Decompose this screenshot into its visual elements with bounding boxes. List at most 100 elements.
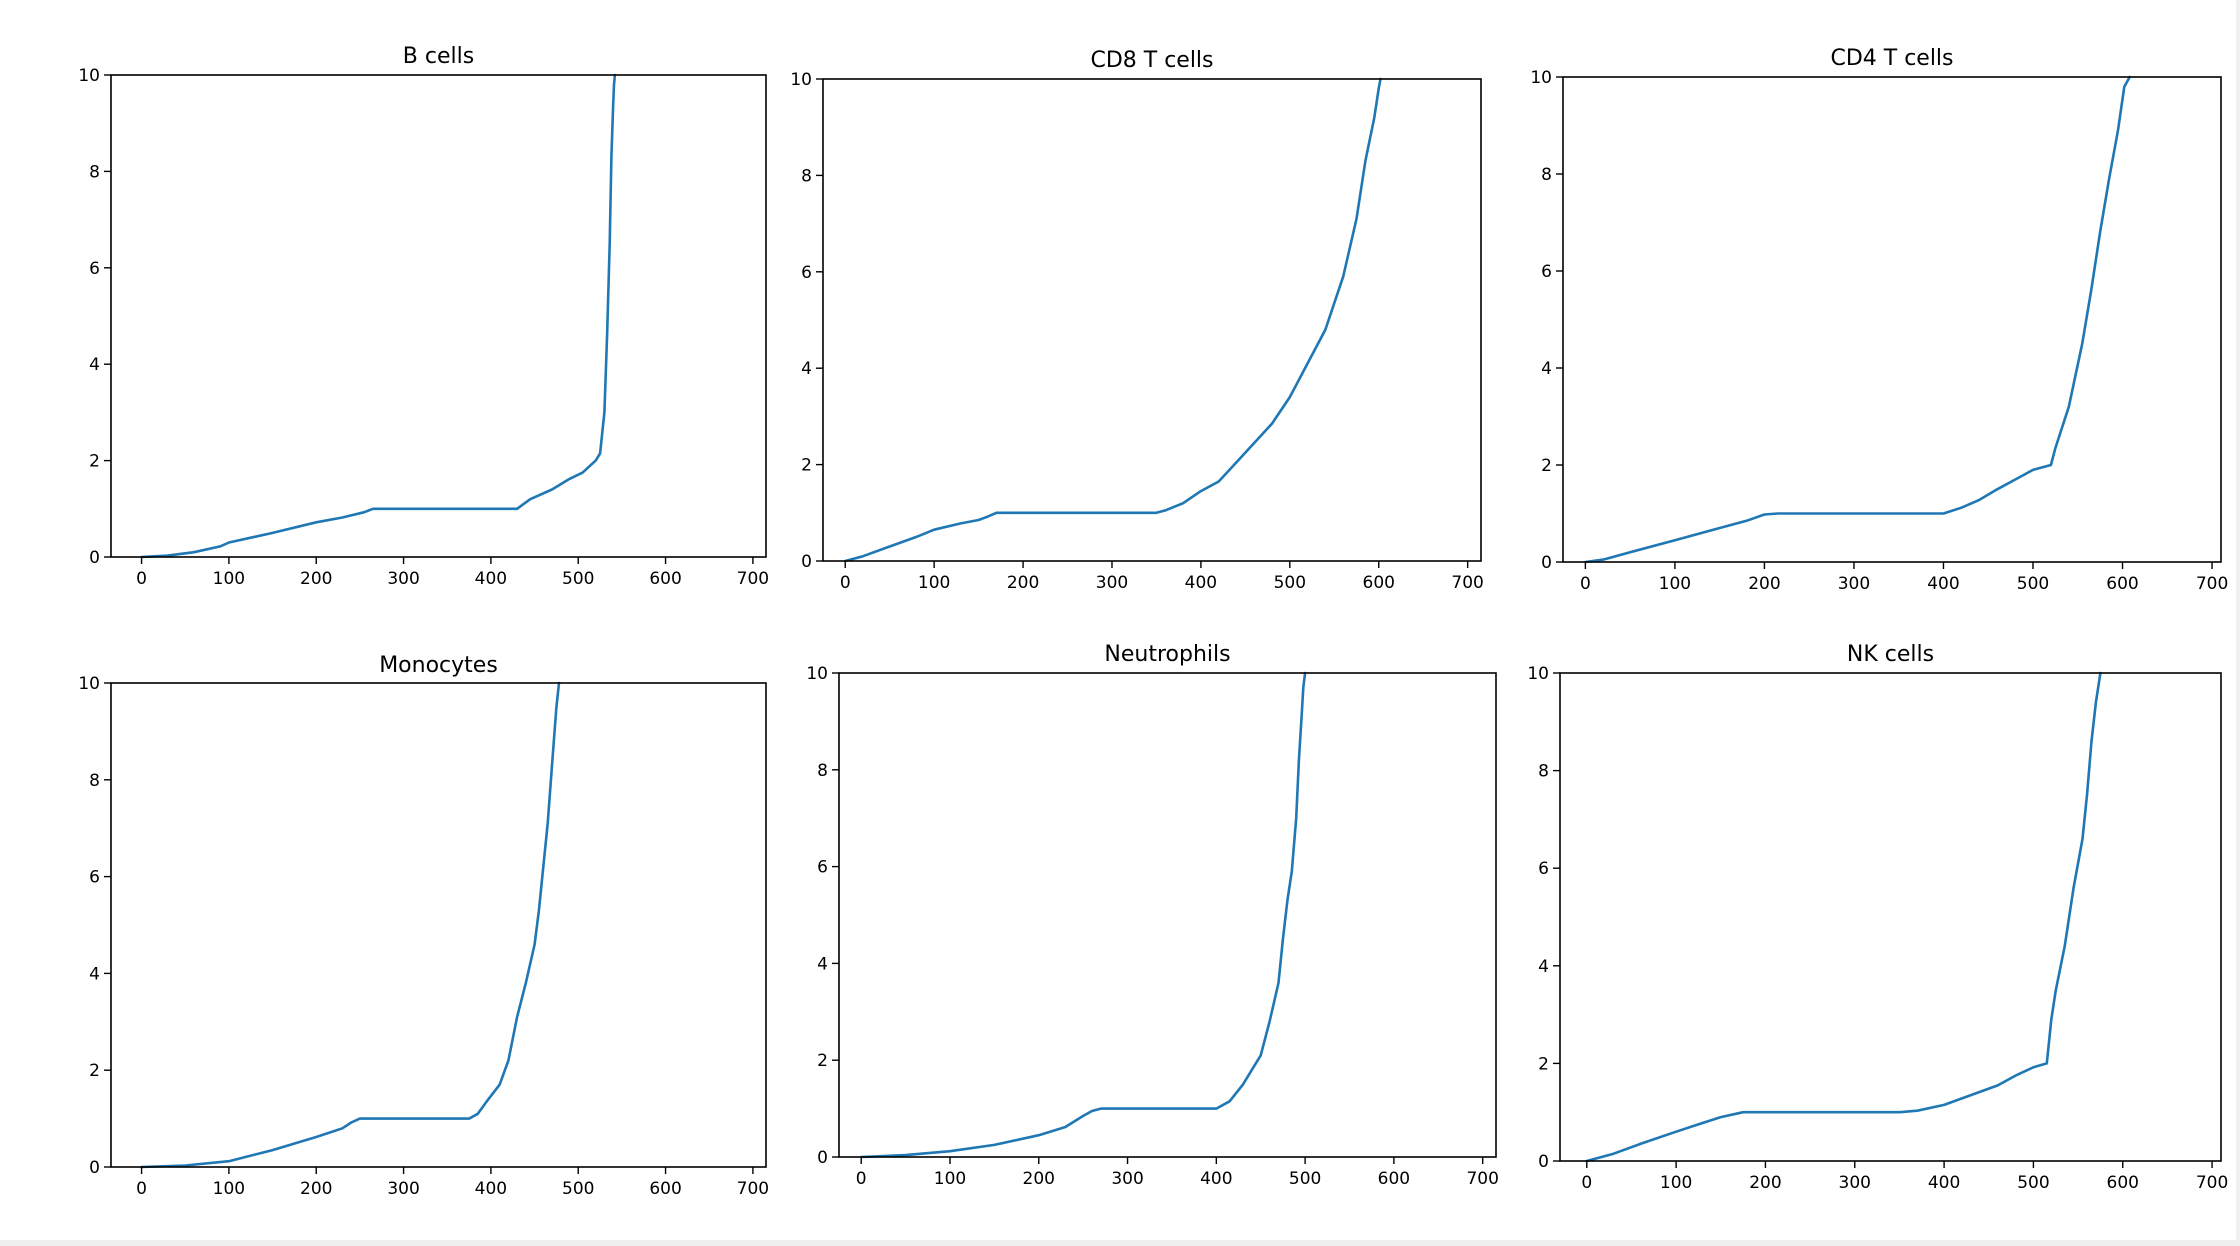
y-tick-label: 2 xyxy=(801,456,812,476)
y-tick-label: 8 xyxy=(89,162,100,182)
y-tick-label: 6 xyxy=(1538,859,1549,879)
x-tick-label: 700 xyxy=(737,569,769,589)
subplot-title: Neutrophils xyxy=(1104,642,1230,667)
x-tick-label: 300 xyxy=(1838,574,1870,594)
x-tick-label: 700 xyxy=(1451,573,1483,593)
subplot-title: CD8 T cells xyxy=(1090,48,1213,73)
y-tick-label: 6 xyxy=(1541,262,1552,282)
y-tick-label: 6 xyxy=(89,868,100,888)
subplot-3: 0 100 200 300 400 500 600 700 0 2 4 6 8 10 CD4 T cells xyxy=(1530,46,2228,594)
y-tick-label: 8 xyxy=(801,166,812,186)
y-tick-label: 4 xyxy=(89,355,100,375)
x-tick-label: 200 xyxy=(1748,574,1780,594)
y-tick-label: 0 xyxy=(1538,1152,1549,1172)
plot-frame xyxy=(1559,672,2222,1162)
x-tick-label: 0 xyxy=(136,1179,147,1199)
series-line-1-1 xyxy=(140,73,617,559)
y-tick-label: 0 xyxy=(1541,553,1552,573)
subplot-title: NK cells xyxy=(1847,642,1934,667)
x-tick-label: 300 xyxy=(1111,1169,1143,1189)
y-tick-label: 2 xyxy=(817,1051,828,1071)
x-tick-label: 100 xyxy=(918,573,950,593)
x-tick-label: 400 xyxy=(1200,1169,1232,1189)
series-line-4-1 xyxy=(140,681,561,1169)
x-tick-label: 500 xyxy=(562,1179,594,1199)
subplot-2: 0 100 200 300 400 500 600 700 0 2 4 6 8 10 CD8 T cells xyxy=(790,48,1484,593)
x-tick-label: 600 xyxy=(649,1179,681,1199)
y-tick-label: 0 xyxy=(817,1148,828,1168)
plot-frame xyxy=(110,682,767,1168)
x-tick-label: 0 xyxy=(840,573,851,593)
x-tick-label: 300 xyxy=(1096,573,1128,593)
y-tick-label: 10 xyxy=(78,66,100,86)
y-tick-label: 0 xyxy=(89,1158,100,1178)
x-tick-label: 200 xyxy=(1023,1169,1055,1189)
series-line-2-1 xyxy=(843,77,1382,563)
y-tick-label: 2 xyxy=(89,452,100,472)
y-tick-label: 4 xyxy=(1538,957,1549,977)
subplot-6: 0 100 200 300 400 500 600 700 0 2 4 6 8 10 NK cells xyxy=(1527,642,2228,1193)
x-tick-label: 600 xyxy=(649,569,681,589)
x-tick-label: 0 xyxy=(856,1169,867,1189)
x-tick-label: 200 xyxy=(1007,573,1039,593)
x-tick-label: 100 xyxy=(213,1179,245,1199)
y-tick-label: 0 xyxy=(801,552,812,572)
y-tick-label: 8 xyxy=(1541,165,1552,185)
x-tick-label: 0 xyxy=(1580,574,1591,594)
x-tick-label: 700 xyxy=(737,1179,769,1199)
x-tick-label: 500 xyxy=(2017,574,2049,594)
y-tick-label: 4 xyxy=(89,964,100,984)
y-tick-label: 8 xyxy=(817,761,828,781)
series-line-5-1 xyxy=(859,671,1307,1159)
x-tick-label: 300 xyxy=(387,1179,419,1199)
y-tick-label: 2 xyxy=(89,1061,100,1081)
subplot-title: CD4 T cells xyxy=(1830,46,1953,71)
y-tick-label: 2 xyxy=(1541,456,1552,476)
x-tick-label: 600 xyxy=(1378,1169,1410,1189)
x-tick-label: 700 xyxy=(2196,1173,2228,1193)
y-tick-label: 8 xyxy=(89,771,100,791)
x-tick-label: 300 xyxy=(1839,1173,1871,1193)
x-tick-label: 200 xyxy=(300,1179,332,1199)
y-tick-label: 4 xyxy=(801,359,812,379)
x-tick-label: 100 xyxy=(1660,1173,1692,1193)
series-line-3-1 xyxy=(1584,75,2131,564)
x-tick-label: 0 xyxy=(136,569,147,589)
x-tick-label: 500 xyxy=(1289,1169,1321,1189)
x-tick-label: 100 xyxy=(934,1169,966,1189)
y-tick-label: 6 xyxy=(89,259,100,279)
y-tick-label: 10 xyxy=(1527,664,1549,684)
x-tick-label: 400 xyxy=(475,569,507,589)
y-tick-label: 6 xyxy=(801,263,812,283)
y-tick-label: 4 xyxy=(1541,359,1552,379)
x-tick-label: 400 xyxy=(1185,573,1217,593)
plot-frame xyxy=(838,672,1497,1158)
y-tick-label: 0 xyxy=(89,548,100,568)
x-tick-label: 500 xyxy=(562,569,594,589)
x-tick-label: 0 xyxy=(1581,1173,1592,1193)
x-tick-label: 400 xyxy=(1927,574,1959,594)
subplot-1: 0 100 200 300 400 500 600 700 0 2 4 6 8 10 B cells xyxy=(78,44,769,589)
y-tick-label: 6 xyxy=(817,858,828,878)
x-tick-label: 300 xyxy=(387,569,419,589)
x-tick-label: 200 xyxy=(1749,1173,1781,1193)
subplot-4: 0 100 200 300 400 500 600 700 0 2 4 6 8 10 Monocytes xyxy=(78,653,769,1199)
plot-frame xyxy=(1562,76,2222,563)
x-tick-label: 100 xyxy=(213,569,245,589)
x-tick-label: 500 xyxy=(2017,1173,2049,1193)
subplot-title: Monocytes xyxy=(379,653,498,678)
x-tick-label: 200 xyxy=(300,569,332,589)
x-tick-label: 100 xyxy=(1659,574,1691,594)
series-line-6-1 xyxy=(1585,671,2102,1163)
subplot-title: B cells xyxy=(403,44,474,69)
x-tick-label: 600 xyxy=(2106,574,2138,594)
x-tick-label: 400 xyxy=(475,1179,507,1199)
plot-frame xyxy=(110,74,767,558)
x-tick-label: 500 xyxy=(1274,573,1306,593)
y-tick-label: 4 xyxy=(817,954,828,974)
x-tick-label: 700 xyxy=(1466,1169,1498,1189)
y-tick-label: 2 xyxy=(1538,1054,1549,1074)
x-tick-label: 600 xyxy=(1363,573,1395,593)
